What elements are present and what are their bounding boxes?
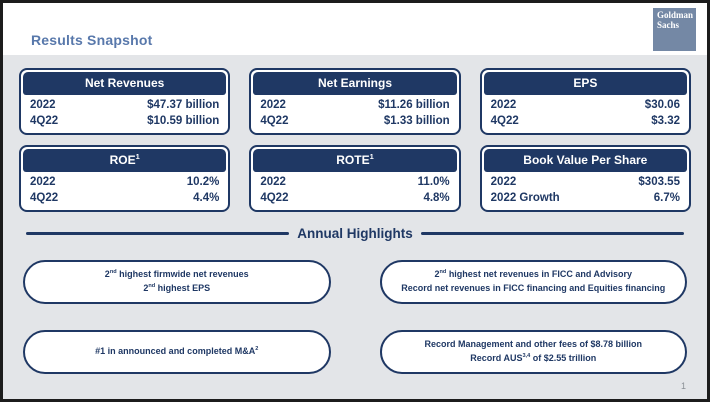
metric-title: Net Earnings [253,72,457,95]
metric-row-label: 2022 Growth [490,192,560,205]
highlight-line: 2nd highest firmwide net revenues [104,269,249,280]
metric-row: 2022 $47.37 billion [30,97,219,113]
metric-box-book-value-per-share: Book Value Per Share 2022 $303.55 2022 G… [479,145,691,213]
highlight-pill-ma-ranking: #1 in announced and completed M&A2 [23,330,331,375]
annual-highlights-divider: Annual Highlights [26,226,684,241]
highlight-line: 2nd highest EPS [143,283,211,294]
logo-line-2: Sachs [657,19,680,30]
metric-row: 4Q22 $10.59 billion [30,113,219,129]
metric-row-value: 6.7% [653,192,680,205]
metric-row-label: 2022 [490,176,517,189]
page-title: Results Snapshot [31,32,153,48]
metric-row-value: $11.26 billion [378,99,450,111]
metric-row-value: 11.0% [417,176,450,189]
metric-row-label: 2022 [260,176,286,189]
metric-row-value: $47.37 billion [147,99,220,111]
metric-row-label: 4Q22 [30,192,59,205]
metric-title: Book Value Per Share [483,149,687,173]
metric-row-label: 2022 [30,99,56,111]
metric-row-label: 2022 [260,99,286,111]
metric-row-label: 4Q22 [260,115,289,128]
metric-row-value: $30.06 [644,99,680,111]
metric-row-value: 4.4% [193,192,220,205]
goldman-sachs-logo: Goldman Sachs [653,8,696,51]
highlight-line: Record AUS3,4 of $2.55 trillion [470,353,597,364]
metric-row-value: 4.8% [423,192,450,205]
metric-row: 2022 Growth 6.7% [491,190,680,206]
metric-row: 4Q22 4.8% [260,190,449,206]
metric-box-rote: ROTE1 2022 11.0% 4Q22 4.8% [249,145,461,213]
highlight-line: 2nd highest net revenues in FICC and Adv… [434,269,633,280]
metric-title: ROTE1 [253,149,457,173]
metric-row-label: 4Q22 [30,115,59,128]
highlight-pill-firmwide-revenues: 2nd highest firmwide net revenues 2nd hi… [23,260,331,305]
metrics-grid: Net Revenues 2022 $47.37 billion 4Q22 $1… [19,68,691,213]
metric-row: 4Q22 $3.32 [491,113,680,129]
metric-row-label: 2022 [490,99,517,111]
metric-row: 4Q22 $1.33 billion [260,113,449,129]
highlight-pill-ficc-advisory: 2nd highest net revenues in FICC and Adv… [379,260,687,305]
page-number: 1 [680,381,686,391]
slide-body: Net Revenues 2022 $47.37 billion 4Q22 $1… [3,55,707,375]
metric-row-value: $1.33 billion [383,115,450,128]
logo-line-1: Goldman [657,10,694,20]
metric-row-value: $303.55 [638,176,680,189]
metric-box-net-revenues: Net Revenues 2022 $47.37 billion 4Q22 $1… [19,68,231,136]
metric-row-label: 2022 [30,176,56,189]
slide-header: Results Snapshot Goldman Sachs [3,3,707,55]
metric-row: 2022 10.2% [30,174,219,190]
metric-row: 2022 $30.06 [491,97,680,113]
metric-row-value: 10.2% [186,176,220,189]
highlight-line: Record Management and other fees of $8.7… [424,339,643,350]
metric-title: ROE1 [23,149,227,173]
divider-line-right [420,232,684,236]
metric-row-value: $3.32 [651,115,680,128]
metric-box-net-earnings: Net Earnings 2022 $11.26 billion 4Q22 $1… [249,68,461,136]
metric-row: 2022 $11.26 billion [260,97,449,113]
metric-row: 2022 $303.55 [491,174,680,190]
divider-line-left [26,232,290,236]
metric-row-label: 4Q22 [260,192,289,205]
metric-title: Net Revenues [23,72,227,95]
highlight-line: Record net revenues in FICC financing an… [401,283,666,294]
metric-row-value: $10.59 billion [147,115,220,128]
metric-box-eps: EPS 2022 $30.06 4Q22 $3.32 [479,68,691,136]
metric-row: 4Q22 4.4% [30,190,219,206]
highlights-grid: 2nd highest firmwide net revenues 2nd hi… [23,260,687,375]
metric-row-label: 4Q22 [490,115,519,128]
metric-title: EPS [483,72,687,95]
highlight-line: #1 in announced and completed M&A2 [95,346,259,357]
annual-highlights-title: Annual Highlights [297,226,413,242]
metric-box-roe: ROE1 2022 10.2% 4Q22 4.4% [19,145,231,213]
highlight-pill-management-fees-aus: Record Management and other fees of $8.7… [379,330,687,375]
metric-row: 2022 11.0% [260,174,449,190]
